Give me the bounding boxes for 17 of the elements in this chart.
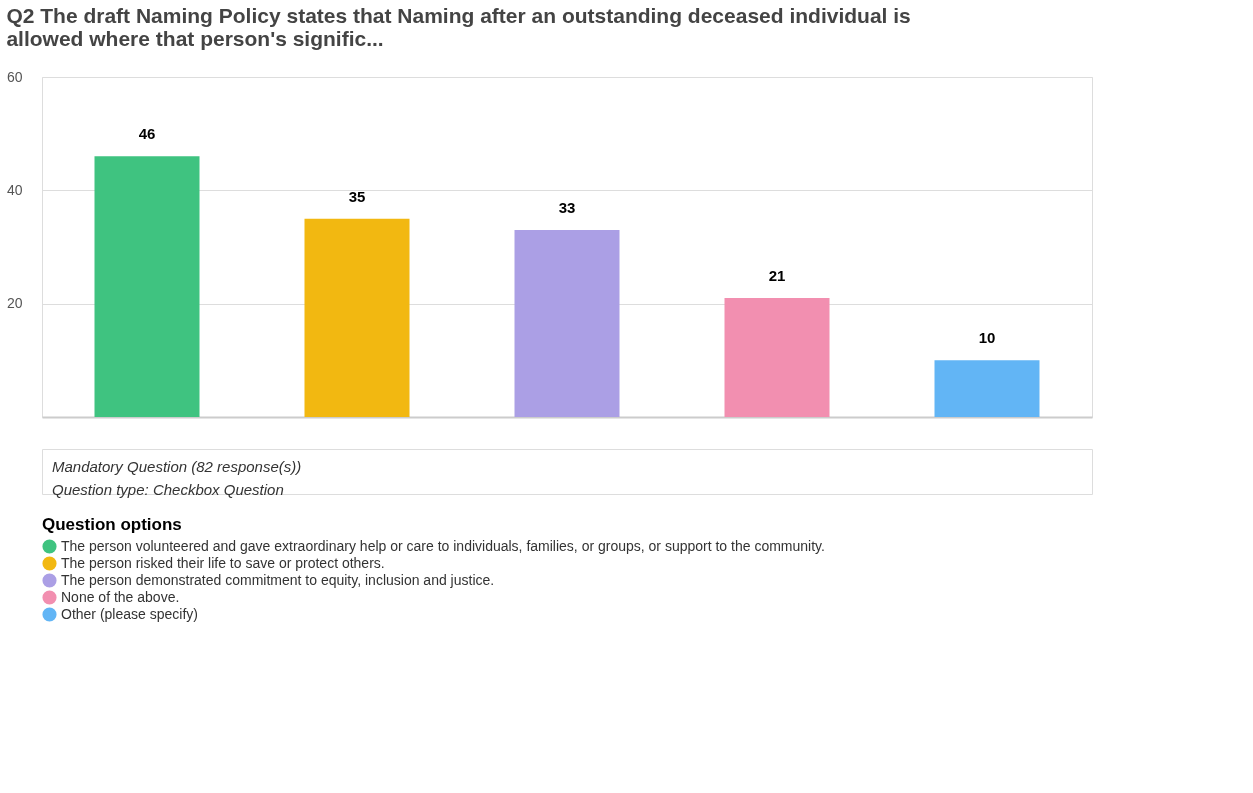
- data-label: 10: [978, 329, 996, 347]
- data-label: 21: [768, 267, 786, 284]
- y-tick-label: 60: [6, 68, 23, 85]
- legend-label: None of the above.: [61, 588, 180, 605]
- chart-title: Q2 The draft Naming Policy states that Naming after an outstanding deceased individual is allowed where that person's signific...: [6, 4, 911, 50]
- y-tick-label: 40: [6, 181, 23, 198]
- data-label: 33: [558, 199, 576, 216]
- legend-label: Other (please specify): [61, 605, 198, 622]
- data-label: 35: [348, 187, 366, 205]
- data-label: 46: [138, 125, 156, 143]
- y-tick-label: 20: [6, 295, 23, 312]
- legend-title: Question options: [42, 515, 182, 534]
- legend-label: The person volunteered and gave extraordinary help or care to individuals, families, or groups, or support to the community.: [61, 537, 825, 554]
- legend-label: The person risked their life to save or protect others.: [61, 554, 385, 571]
- text: Mandatory Question (82 response(s)): [52, 458, 302, 476]
- legend-label: The person demonstrated commitment to equity, inclusion and justice.: [61, 571, 495, 588]
- text: Question type: Checkbox Question: [52, 480, 284, 498]
